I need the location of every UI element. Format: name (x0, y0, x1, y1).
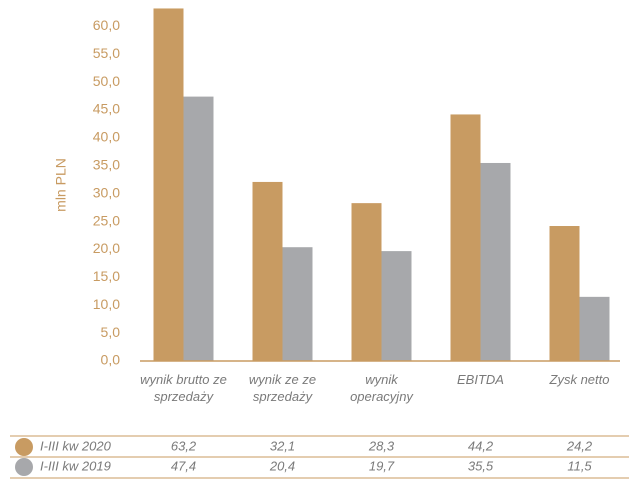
value-label: 20,4 (269, 458, 295, 473)
y-tick-label: 55,0 (93, 45, 120, 61)
y-tick-label: 0,0 (101, 352, 121, 368)
bar (480, 162, 511, 361)
y-axis-title: mln PLN (53, 158, 69, 212)
bar (252, 181, 283, 361)
y-tick-label: 50,0 (93, 73, 120, 89)
y-tick-label: 20,0 (93, 240, 120, 256)
x-tick-label: wynik ze ze sprzedaży (248, 372, 317, 404)
y-tick-label: 40,0 (93, 129, 120, 145)
value-label: 24,2 (566, 438, 593, 453)
legend-swatch (15, 438, 33, 456)
y-tick-label: 25,0 (93, 212, 120, 228)
legend-label: I-III kw 2019 (40, 458, 111, 473)
bar (351, 203, 382, 361)
value-label: 47,4 (171, 458, 196, 473)
value-label: 32,1 (270, 438, 295, 453)
x-tick-label: Zysk netto (549, 372, 610, 387)
bar (549, 226, 580, 361)
bar (282, 247, 313, 361)
bar (153, 8, 184, 362)
x-tick-label: wynik brutto ze sprzedaży (140, 372, 227, 404)
x-tick-label: wynik operacyjny (350, 372, 413, 404)
y-tick-label: 60,0 (93, 17, 120, 33)
bar (381, 251, 412, 361)
y-tick-label: 10,0 (93, 296, 120, 312)
legend-swatch (15, 458, 33, 476)
y-tick-label: 45,0 (93, 101, 120, 117)
y-tick-label: 15,0 (93, 268, 120, 284)
value-label: 11,5 (567, 458, 592, 473)
bar (183, 96, 214, 362)
y-tick-label: 30,0 (93, 184, 120, 200)
y-tick-label: 35,0 (93, 156, 120, 172)
bar (579, 296, 610, 361)
value-label: 35,5 (468, 458, 494, 473)
y-tick-label: 5,0 (101, 324, 121, 340)
x-tick-label: EBITDA (457, 372, 504, 387)
value-label: 63,2 (171, 438, 197, 453)
bar (450, 114, 481, 362)
value-label: 44,2 (468, 438, 494, 453)
value-label: 28,3 (368, 438, 395, 453)
legend-label: I-III kw 2020 (40, 438, 112, 453)
value-label: 19,7 (369, 458, 395, 473)
